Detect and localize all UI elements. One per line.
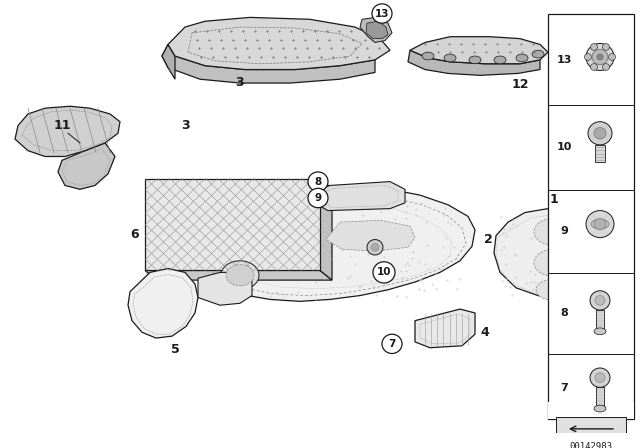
Ellipse shape [226,265,254,286]
Circle shape [602,64,609,70]
Text: 7: 7 [560,383,568,393]
Ellipse shape [221,261,259,290]
Bar [595,145,605,162]
Ellipse shape [591,219,609,229]
Text: 8: 8 [314,177,322,186]
Text: 2: 2 [484,233,492,246]
Ellipse shape [536,279,572,301]
Polygon shape [184,187,475,302]
Circle shape [591,43,598,50]
Polygon shape [162,44,175,79]
Polygon shape [128,268,198,338]
Text: 9: 9 [314,193,321,203]
Circle shape [367,240,383,255]
Bar [596,310,604,332]
Ellipse shape [469,56,481,64]
Text: 10: 10 [556,142,572,152]
Text: 1: 1 [550,194,558,207]
Circle shape [586,43,614,70]
Circle shape [372,4,392,23]
Circle shape [373,262,395,283]
Polygon shape [168,17,390,69]
Polygon shape [145,271,332,280]
Ellipse shape [534,218,574,246]
Circle shape [609,54,616,60]
Bar [145,179,320,271]
Text: 11: 11 [53,119,71,132]
Polygon shape [198,272,252,305]
Circle shape [382,334,402,353]
Ellipse shape [422,52,434,60]
Polygon shape [494,209,614,297]
Circle shape [592,49,608,65]
Bar [548,13,634,419]
Ellipse shape [534,249,574,276]
Polygon shape [314,181,405,211]
Text: 3: 3 [235,76,243,89]
Circle shape [595,296,605,305]
Ellipse shape [516,54,528,62]
Circle shape [371,243,379,251]
Text: 6: 6 [131,228,140,241]
Circle shape [591,64,598,70]
Polygon shape [408,50,540,75]
Text: 13: 13 [375,9,389,18]
Circle shape [594,218,606,230]
Bar [548,402,634,419]
Circle shape [308,172,328,191]
Text: 12: 12 [511,78,529,91]
Text: 00142983: 00142983 [570,442,612,448]
Circle shape [588,122,612,145]
Polygon shape [415,309,475,348]
Text: 5: 5 [171,343,179,356]
Bar [596,388,604,409]
Circle shape [308,188,328,208]
Circle shape [595,373,605,383]
Circle shape [584,54,591,60]
Polygon shape [15,106,120,156]
Text: 10: 10 [377,267,391,277]
Polygon shape [58,143,115,190]
Text: 9: 9 [560,226,568,236]
Text: 8: 8 [560,308,568,318]
Text: 3: 3 [180,119,189,132]
Ellipse shape [494,56,506,64]
Polygon shape [326,220,415,251]
Bar [556,417,626,439]
Circle shape [594,128,606,139]
Text: 4: 4 [481,326,490,339]
Circle shape [590,291,610,310]
Polygon shape [320,179,332,280]
Circle shape [597,54,603,60]
Circle shape [602,43,609,50]
Circle shape [590,368,610,388]
Circle shape [586,211,614,237]
Polygon shape [366,21,388,39]
Ellipse shape [532,50,544,58]
Ellipse shape [594,405,606,412]
Text: 7: 7 [388,339,396,349]
Polygon shape [162,44,375,83]
Polygon shape [360,17,392,43]
Text: 13: 13 [556,55,572,65]
Ellipse shape [594,328,606,335]
Polygon shape [410,37,548,64]
Ellipse shape [444,54,456,62]
